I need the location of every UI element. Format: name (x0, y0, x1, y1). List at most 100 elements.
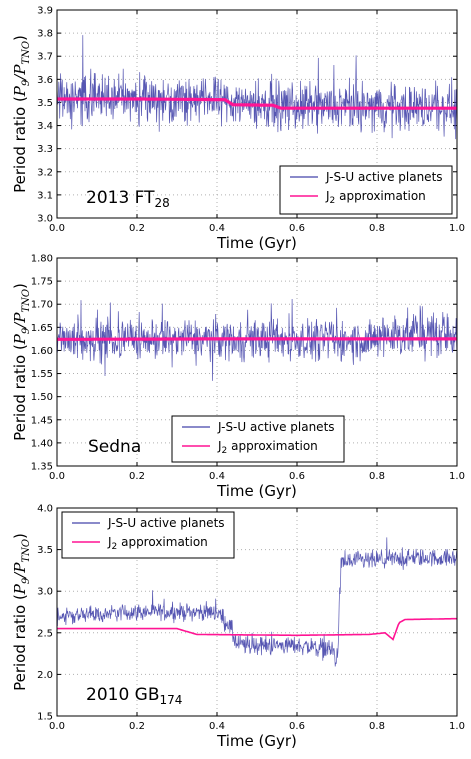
y-axis-label-part: P (11, 85, 29, 97)
y-tick-label: 1.55 (31, 369, 53, 380)
object-label-main: 2010 GB (86, 685, 160, 705)
y-axis-label-part: ) (11, 283, 29, 289)
legend-label-j2: J2 approximation (217, 439, 318, 456)
y-tick-label: 2.5 (37, 628, 53, 639)
panel-3: 0.0 0.2 0.4 0.6 0.8 1.0 1.5 2.0 2.5 3.0 3.5 4.0 Time… (11, 504, 465, 751)
x-tick-label: 0.0 (49, 223, 65, 234)
legend-j2-prefix: J (217, 439, 222, 453)
x-tick-label: 0.8 (369, 223, 385, 234)
series-active-planets (56, 35, 458, 140)
series-j2-approximation (56, 337, 457, 341)
series-j2-approximation (57, 617, 457, 641)
x-tick-label: 0.6 (289, 471, 305, 482)
legend-label-active-planets: J-S-U active planets (325, 170, 443, 184)
legend-j2-subscript: 2 (330, 196, 336, 206)
legend-box (61, 511, 235, 559)
y-axis-label-part: / (11, 321, 29, 330)
y-axis-label-part: P (11, 64, 29, 76)
legend-j2-suffix: approximation (335, 189, 426, 203)
legend: J-S-U active planets J2 approximation (171, 415, 345, 463)
legend-label-j2: J2 approximation (325, 189, 426, 206)
y-axis-label: Period ratio (P9/PTNO) (11, 283, 32, 441)
x-axis-label: Time (Gyr) (216, 234, 297, 252)
y-tick-label: 3.9 (37, 6, 53, 17)
legend-j2-subscript: 2 (112, 542, 118, 552)
y-tick-label: 3.0 (37, 214, 53, 225)
plot-frame (56, 9, 458, 219)
legend-box (279, 165, 453, 215)
y-tick-label: 4.0 (37, 504, 53, 515)
x-tick-label: 0.0 (49, 471, 65, 482)
legend-j2-prefix: J (107, 535, 112, 549)
y-tick-label: 1.45 (31, 415, 53, 426)
y-tick-label: 3.5 (37, 545, 53, 556)
y-tick-label: 2.0 (37, 670, 53, 681)
legend: J-S-U active planets J2 approximation (279, 165, 453, 215)
x-axis-label: Time (Gyr) (216, 482, 297, 500)
y-axis-label-part: ) (11, 35, 29, 41)
x-tick-label: 0.2 (129, 223, 145, 234)
y-tick-label: 1.35 (31, 462, 53, 473)
y-tick-label: 3.6 (37, 75, 53, 86)
y-tick-label: 1.70 (31, 300, 53, 311)
y-axis-label-part: 9 (21, 79, 32, 86)
x-tick-label: 0.8 (369, 471, 385, 482)
y-tick-label: 3.2 (37, 167, 53, 178)
legend-label-j2: J2 approximation (107, 535, 208, 552)
x-tick-label: 0.4 (209, 223, 225, 234)
object-label-subscript: 174 (160, 693, 183, 707)
x-tick-label: 0.4 (209, 721, 225, 732)
x-tick-label: 0.4 (209, 471, 225, 482)
y-axis-label-part: / (11, 73, 29, 82)
x-axis-label: Time (Gyr) (216, 732, 297, 750)
y-tick-label: 1.80 (31, 254, 53, 265)
legend-j2-subscript: 2 (222, 446, 228, 456)
y-tick-label: 3.4 (37, 121, 53, 132)
y-tick-label: 1.75 (31, 277, 53, 288)
y-axis-label-part: 9 (21, 577, 32, 584)
y-tick-label: 1.50 (31, 392, 53, 403)
y-axis-label: Period ratio (P9/PTNO) (11, 533, 32, 691)
x-tick-label: 0.0 (49, 721, 65, 732)
y-axis-label-part: Period ratio ( (11, 594, 29, 691)
y-tick-label: 3.3 (37, 144, 53, 155)
y-axis-label-part: / (11, 571, 29, 580)
y-tick-label: 1.5 (37, 712, 53, 723)
legend-box (171, 415, 345, 463)
object-label-main: Sedna (88, 437, 141, 457)
series-active-planets (56, 537, 458, 667)
legend-j2-prefix: J (325, 189, 330, 203)
y-tick-label: 1.65 (31, 323, 53, 334)
legend-label-active-planets: J-S-U active planets (217, 420, 335, 434)
panel-2: 0.0 0.2 0.4 0.6 0.8 1.0 1.35 1.40 1.45 1.50 1.55 1.… (11, 254, 465, 501)
plot-frame (56, 507, 458, 717)
y-tick-label: 3.7 (37, 52, 53, 63)
x-tick-label: 0.6 (289, 721, 305, 732)
legend-label-active-planets: J-S-U active planets (107, 516, 225, 530)
y-axis-label-part: P (11, 312, 29, 324)
y-tick-label: 3.1 (37, 190, 53, 201)
x-tick-label: 1.0 (449, 223, 465, 234)
x-tick-label: 0.2 (129, 721, 145, 732)
y-tick-label: 3.5 (37, 98, 53, 109)
plot-frame (56, 257, 458, 467)
y-axis-label-part: Period ratio ( (11, 344, 29, 441)
legend: J-S-U active planets J2 approximation (61, 511, 235, 559)
y-axis-label-part: Period ratio ( (11, 96, 29, 193)
object-label-subscript: 28 (155, 196, 170, 210)
y-axis-label-part: TNO (21, 539, 32, 563)
y-axis-label-part: P (11, 562, 29, 574)
x-tick-label: 1.0 (449, 471, 465, 482)
panel-1: 0.0 0.2 0.4 0.6 0.8 1.0 3.0 3.1 3.2 3.3 3.4 3.5 3.6 3… (11, 6, 465, 253)
series-j2-approximation (57, 97, 457, 110)
y-axis-label: Period ratio (P9/PTNO) (11, 35, 32, 193)
y-axis-label-part: P (11, 333, 29, 345)
x-tick-label: 1.0 (449, 721, 465, 732)
x-tick-label: 0.2 (129, 471, 145, 482)
y-axis-label-part: 9 (21, 327, 32, 334)
x-tick-label: 0.6 (289, 223, 305, 234)
legend-j2-suffix: approximation (117, 535, 208, 549)
object-label: 2013 FT28 (86, 188, 170, 210)
legend-j2-suffix: approximation (227, 439, 318, 453)
